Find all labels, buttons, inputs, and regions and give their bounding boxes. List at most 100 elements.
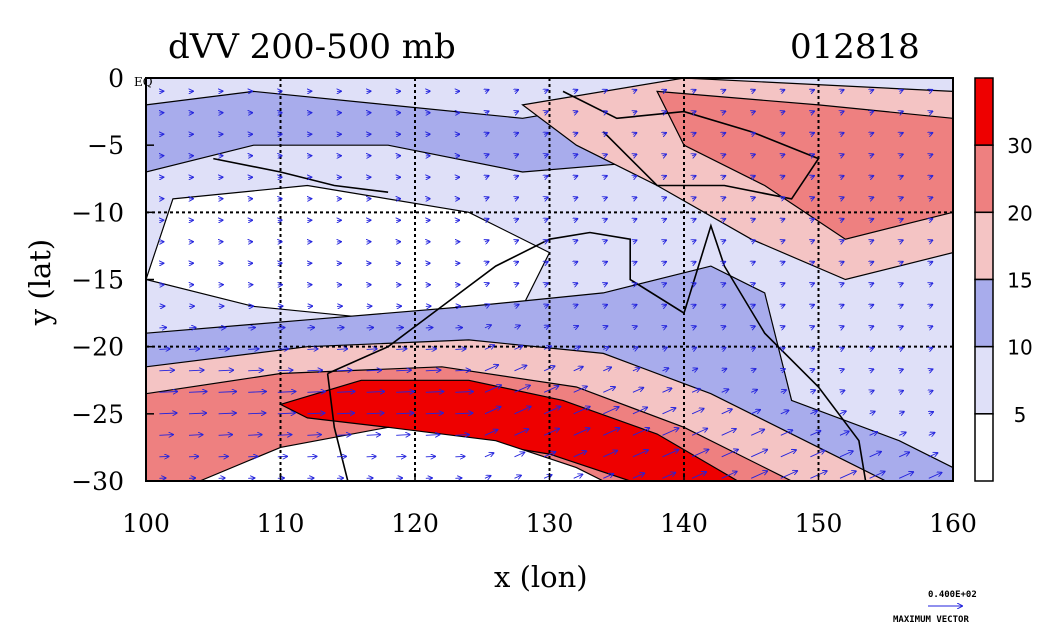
wind-vector-343 (692, 111, 696, 113)
wind-vector-274 (574, 262, 578, 264)
x-tick-label-100: 100 (122, 509, 170, 538)
wind-vector-69 (248, 349, 258, 350)
wind-vector-484 (899, 283, 903, 285)
wind-vector-306 (633, 133, 637, 135)
wind-vector-227 (484, 476, 491, 479)
colorbar-label-30: 30 (1007, 134, 1032, 158)
wind-vector-291 (603, 219, 607, 221)
coastline-1 (327, 223, 867, 481)
wind-vector-229 (515, 111, 519, 113)
wind-vector-236 (515, 262, 519, 264)
vector-legend-label: MAXIMUM VECTOR (893, 615, 969, 625)
wind-vector-441 (840, 176, 844, 178)
wind-vector-316 (633, 347, 638, 349)
wind-vector-239 (514, 325, 520, 328)
wind-vector-403 (781, 176, 785, 178)
wind-vector-310 (633, 219, 637, 221)
wind-vector-457 (870, 111, 874, 113)
wind-vector-387 (751, 240, 755, 242)
wind-vector-426 (810, 262, 814, 264)
wind-vector-488 (899, 369, 903, 371)
wind-vector-342 (692, 90, 696, 92)
wind-vector-260 (543, 366, 555, 372)
wind-vector-186 (425, 413, 443, 414)
wind-vector-224 (484, 407, 501, 415)
wind-vector-417 (780, 471, 797, 479)
wind-vector-472 (869, 432, 878, 435)
wind-vector-340 (662, 450, 679, 458)
wind-vector-367 (722, 219, 726, 221)
wind-vector-499 (929, 197, 933, 199)
colorbar-box-2 (974, 211, 994, 281)
wind-vector-393 (751, 369, 755, 371)
wind-vector-267 (574, 111, 578, 113)
wind-vector-379 (721, 472, 737, 479)
wind-vector-303 (603, 474, 613, 479)
wind-vector-241 (514, 366, 527, 372)
wind-vector-167 (396, 413, 413, 414)
wind-vector-213 (485, 176, 489, 178)
wind-vector-380 (751, 90, 755, 92)
wind-vector-456 (870, 90, 874, 92)
wind-vector-503 (929, 283, 933, 285)
wind-vector-450 (840, 369, 844, 371)
wind-vector-375 (721, 389, 729, 392)
wind-vector-478 (899, 154, 903, 156)
wind-vector-504 (929, 305, 933, 307)
wind-vector-70 (248, 370, 263, 371)
wind-vector-431 (810, 369, 814, 371)
wind-vector-130 (336, 435, 351, 436)
wind-vector-15 (159, 413, 176, 414)
wind-vector-323 (663, 90, 667, 92)
wind-vector-270 (574, 176, 578, 178)
wind-vector-292 (603, 240, 607, 242)
wind-vector-149 (366, 435, 381, 436)
colorbar-label-10: 10 (1007, 336, 1032, 360)
wind-vector-371 (722, 305, 726, 307)
wind-vector-231 (515, 154, 519, 156)
wind-vector-275 (574, 283, 578, 285)
wind-vector-492 (899, 452, 909, 458)
wind-vector-282 (573, 428, 590, 436)
wind-vector-253 (544, 219, 548, 221)
wind-vector-289 (603, 176, 607, 178)
wind-vector-460 (870, 176, 874, 178)
wind-vector-320 (632, 428, 649, 436)
wind-vector-464 (870, 262, 874, 264)
wind-vector-489 (899, 391, 903, 393)
wind-vector-16 (159, 435, 173, 436)
wind-vector-498 (929, 176, 933, 178)
wind-vector-325 (663, 133, 667, 135)
wind-vector-465 (870, 283, 874, 285)
wind-vector-145 (366, 349, 377, 350)
wind-vector-437 (840, 90, 844, 92)
date-label: 012818 (790, 27, 920, 67)
wind-vector-284 (573, 474, 583, 479)
wind-vector-505 (929, 326, 933, 328)
wind-vector-91 (277, 413, 295, 414)
contour-region-7 (278, 379, 739, 481)
wind-vector-249 (544, 133, 548, 135)
wind-vector-326 (663, 154, 667, 156)
wind-vector-394 (751, 390, 757, 393)
y-tick-label--5: −5 (87, 131, 124, 160)
wind-vector-493 (899, 472, 913, 479)
wind-vector-314 (633, 305, 637, 307)
wind-vector-336 (662, 368, 669, 371)
wind-vector-487 (899, 348, 903, 350)
wind-vector-366 (722, 197, 726, 199)
wind-vector-424 (810, 219, 814, 221)
colorbar-label-15: 15 (1007, 269, 1032, 293)
wind-vector-89 (277, 370, 293, 371)
wind-vector-146 (366, 370, 382, 371)
y-tick-label-0: 0 (108, 64, 124, 93)
wind-vector-250 (544, 154, 548, 156)
wind-vector-356 (691, 389, 700, 393)
wind-vector-385 (751, 197, 755, 199)
wind-vector-278 (573, 347, 580, 350)
wind-vector-265 (543, 475, 552, 478)
wind-vector-346 (692, 176, 696, 178)
wind-vector-360 (691, 472, 706, 479)
wind-vector-165 (396, 370, 411, 371)
wind-vector-376 (721, 409, 732, 415)
